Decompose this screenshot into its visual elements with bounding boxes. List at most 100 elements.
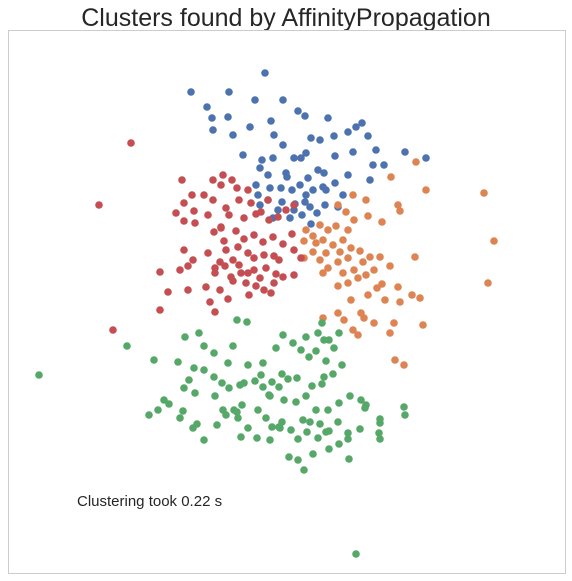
scatter-point [314, 434, 322, 442]
scatter-point [296, 181, 304, 189]
scatter-point [282, 206, 290, 214]
scatter-point [411, 253, 419, 261]
scatter-point [259, 238, 267, 246]
scatter-point [203, 103, 211, 111]
scatter-point [412, 158, 420, 166]
scatter-point [316, 136, 324, 144]
scatter-point [344, 254, 352, 262]
scatter-point [344, 279, 352, 287]
scatter-point [234, 243, 242, 251]
scatter-point [275, 256, 283, 264]
scatter-point [349, 326, 357, 334]
scatter-point [190, 364, 198, 372]
scatter-point [202, 283, 210, 291]
scatter-point [338, 361, 346, 369]
scatter-point [290, 201, 298, 209]
scatter-point [340, 316, 348, 324]
scatter-point [233, 184, 241, 192]
scatter-point [316, 420, 324, 428]
scatter-point [307, 134, 315, 142]
scatter-point [268, 423, 276, 431]
scatter-point [316, 256, 324, 264]
scatter-point [217, 224, 225, 232]
scatter-point [150, 356, 158, 364]
scatter-point [237, 269, 245, 277]
scatter-point [259, 383, 267, 391]
scatter-point [232, 227, 240, 235]
scatter-point [210, 349, 218, 357]
scatter-point [288, 186, 296, 194]
scatter-point [349, 191, 357, 199]
scatter-point [334, 282, 342, 290]
scatter-point [244, 361, 252, 369]
scatter-point [180, 199, 188, 207]
scatter-point [242, 279, 250, 287]
scatter-point [188, 191, 196, 199]
scatter-point [250, 231, 258, 239]
scatter-point [180, 246, 188, 254]
scatter-point [375, 429, 383, 437]
scatter-point [334, 309, 342, 317]
scatter-point [254, 406, 262, 414]
scatter-point [362, 271, 370, 279]
scatter-point [364, 132, 372, 140]
scatter-point [185, 376, 193, 384]
scatter-point [344, 128, 352, 136]
scatter-point [234, 414, 242, 422]
scatter-point [339, 269, 347, 277]
scatter-point [225, 88, 233, 96]
scatter-point [244, 249, 252, 257]
scatter-point [381, 296, 389, 304]
scatter-point [330, 132, 338, 140]
scatter-point [211, 308, 219, 316]
scatter-point [416, 294, 424, 302]
scatter-point [370, 266, 378, 274]
scatter-point [305, 353, 313, 361]
scatter-point [336, 248, 344, 256]
scatter-point [386, 262, 394, 270]
scatter-point [339, 236, 347, 244]
plot-area [8, 30, 566, 574]
scatter-point [229, 342, 237, 350]
scatter-point [342, 208, 350, 216]
scatter-point [230, 406, 238, 414]
scatter-point [211, 392, 219, 400]
scatter-point [366, 176, 374, 184]
scatter-point [224, 359, 232, 367]
scatter-point [210, 228, 218, 236]
scatter-point [309, 450, 317, 458]
scatter-point [322, 186, 330, 194]
scatter-point [266, 184, 274, 192]
scatter-point [356, 425, 364, 433]
scatter-point [344, 429, 352, 437]
scatter-point [252, 210, 260, 218]
scatter-point [235, 196, 243, 204]
scatter-point [256, 164, 264, 172]
scatter-point [275, 383, 283, 391]
scatter-point [250, 254, 258, 262]
scatter-point [266, 436, 274, 444]
scatter-point [264, 196, 272, 204]
scatter-point [222, 204, 230, 212]
scatter-point [302, 226, 310, 234]
scatter-point [246, 123, 254, 131]
scatter-point [233, 316, 241, 324]
scatter-point [237, 433, 245, 441]
scatter-point [376, 253, 384, 261]
scatter-point [272, 270, 280, 278]
scatter-point [229, 256, 237, 264]
scatter-point [334, 258, 342, 266]
scatter-point [318, 380, 326, 388]
scatter-point [184, 262, 192, 270]
scatter-point [347, 296, 355, 304]
scatter-point [210, 373, 218, 381]
scatter-point [344, 226, 352, 234]
scatter-point [329, 370, 337, 378]
scatter-point [357, 396, 365, 404]
scatter-point [204, 211, 212, 219]
scatter-point [307, 220, 315, 228]
scatter-point [370, 319, 378, 327]
scatter-point [95, 201, 103, 209]
scatter-point [322, 357, 330, 365]
scatter-point [280, 396, 288, 404]
